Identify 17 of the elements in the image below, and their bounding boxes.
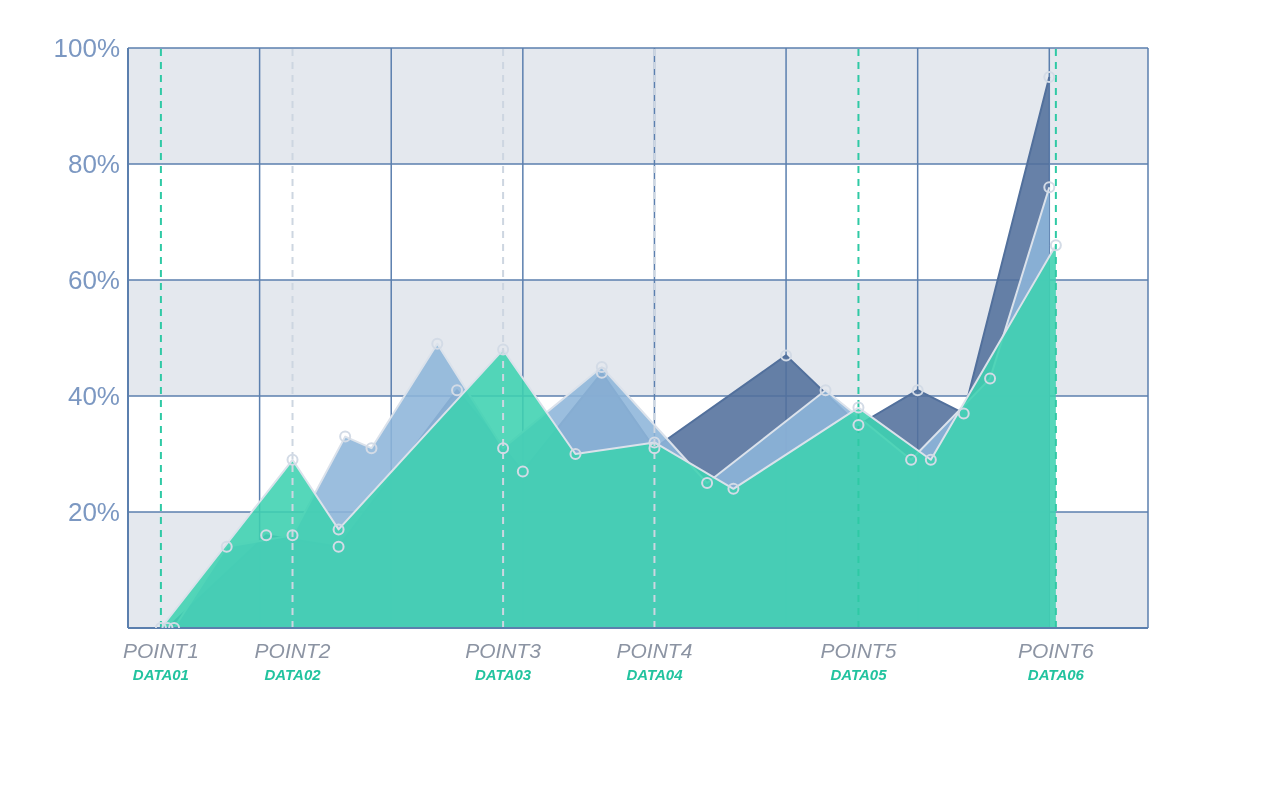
ref-line-label: POINT3 [465,639,542,662]
y-tick-label: 100% [53,33,120,64]
text: DATA04 [626,666,684,683]
text: DATA03 [475,666,532,683]
ref-line-label: POINT4 [616,639,693,662]
ref-line-label: POINT5 [820,639,897,662]
y-tick-label: 80% [67,149,120,180]
y-tick-label: 40% [67,381,120,412]
ref-line-label: POINT2 [254,639,331,662]
text: DATA02 [264,666,322,683]
text: DATA05 [830,666,888,683]
ref-line-label: POINT6 [1017,639,1095,662]
y-tick-label: 20% [67,497,120,528]
y-tick-label: 60% [67,265,120,296]
ref-line-label: POINT1 [122,639,199,662]
text: DATA06 [1027,666,1085,683]
text: DATA01 [132,666,189,683]
